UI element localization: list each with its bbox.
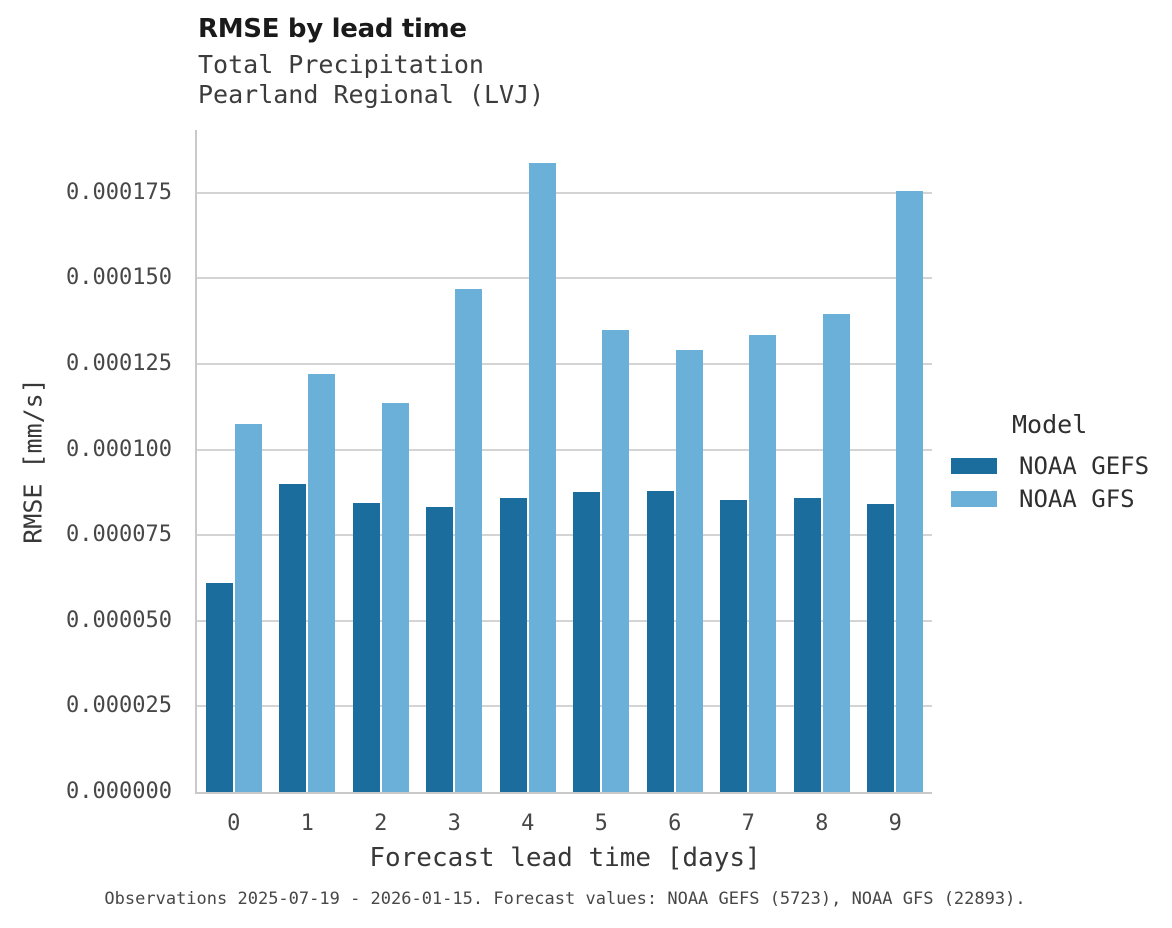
- x-tick-label: 7: [741, 811, 755, 836]
- gridline: [197, 277, 932, 280]
- y-tick-label: 0.000050: [66, 607, 172, 633]
- legend-item-label: NOAA GFS: [1019, 484, 1135, 513]
- bar-noaa-gefs-lead-0: [205, 583, 233, 792]
- x-tick-label: 0: [227, 811, 241, 836]
- legend-swatch-icon: [951, 457, 997, 474]
- bar-noaa-gfs-lead-6: [675, 349, 703, 792]
- x-tick-label: 8: [815, 811, 829, 836]
- legend-title: Model: [1012, 410, 1088, 439]
- gridline: [197, 448, 932, 451]
- chart-subtitle-line-2: Pearland Regional (LVJ): [198, 80, 545, 109]
- bar-noaa-gfs-lead-4: [528, 162, 556, 792]
- plot-panel: [195, 130, 932, 794]
- x-axis-title: Forecast lead time [days]: [369, 843, 761, 873]
- legend-item: NOAA GEFS: [951, 449, 1149, 482]
- bar-noaa-gefs-lead-8: [793, 497, 821, 792]
- y-tick-label: 0.000125: [66, 350, 172, 376]
- bar-noaa-gefs-lead-2: [352, 502, 380, 792]
- y-tick-label: 0.000025: [66, 693, 172, 719]
- x-tick-label: 4: [521, 811, 535, 836]
- legend-item-label: NOAA GEFS: [1019, 451, 1150, 480]
- bar-noaa-gefs-lead-6: [646, 490, 674, 792]
- legend-items: NOAA GEFS NOAA GFS: [951, 449, 1149, 515]
- x-tick-label: 9: [888, 811, 902, 836]
- bar-noaa-gfs-lead-1: [308, 373, 336, 792]
- y-tick-label: 0.000075: [66, 522, 172, 548]
- legend-item: NOAA GFS: [951, 482, 1149, 515]
- chart-subtitle: Total Precipitation Pearland Regional (L…: [198, 50, 544, 110]
- gridline: [197, 191, 932, 194]
- y-tick-label: 0.000175: [66, 179, 172, 205]
- legend: Model NOAA GEFS NOAA GFS: [951, 410, 1149, 515]
- bar-noaa-gfs-lead-9: [896, 190, 924, 792]
- bar-noaa-gefs-lead-9: [867, 503, 895, 792]
- x-tick-label: 2: [374, 811, 388, 836]
- y-tick-label: 0.000100: [66, 436, 172, 462]
- bar-noaa-gefs-lead-4: [499, 497, 527, 792]
- legend-swatch-icon: [951, 490, 997, 507]
- caption: Observations 2025-07-19 - 2026-01-15. Fo…: [104, 889, 1026, 909]
- gridline: [197, 705, 932, 708]
- gridline: [197, 534, 932, 537]
- bar-noaa-gefs-lead-3: [426, 507, 454, 792]
- bar-noaa-gfs-lead-2: [381, 402, 409, 792]
- chart-title: RMSE by lead time: [198, 14, 467, 44]
- x-tick-label: 3: [447, 811, 461, 836]
- bar-noaa-gfs-lead-7: [749, 334, 777, 792]
- bar-noaa-gefs-lead-1: [279, 483, 307, 792]
- bar-noaa-gfs-lead-5: [602, 330, 630, 792]
- bar-noaa-gefs-lead-7: [720, 499, 748, 792]
- bar-noaa-gefs-lead-5: [573, 492, 601, 792]
- y-tick-label: 0.000000: [66, 779, 172, 804]
- bar-noaa-gfs-lead-8: [822, 313, 850, 792]
- chart-subtitle-line-1: Total Precipitation: [198, 50, 484, 79]
- x-tick-label: 6: [668, 811, 682, 836]
- bar-noaa-gfs-lead-0: [234, 423, 262, 792]
- y-tick-label: 0.000150: [66, 265, 172, 291]
- x-tick-label: 1: [300, 811, 314, 836]
- gridline: [197, 362, 932, 365]
- bar-noaa-gfs-lead-3: [455, 288, 483, 792]
- x-tick-label: 5: [594, 811, 608, 836]
- gridline: [197, 619, 932, 622]
